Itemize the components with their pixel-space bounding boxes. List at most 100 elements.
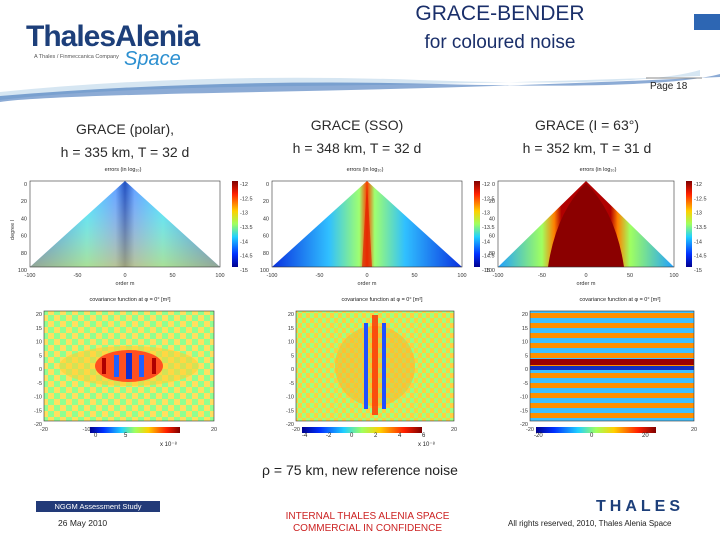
column-2-title-line1: GRACE (SSO) bbox=[310, 117, 404, 133]
error-plot-cbar-tick: -15 bbox=[694, 268, 702, 274]
error-plot-xtick: -100 bbox=[492, 273, 503, 279]
error-plot-cbar-tick: -13.5 bbox=[482, 225, 495, 231]
error-plot-ytick: 0 bbox=[24, 182, 27, 188]
cov-plot-1-colorbar bbox=[90, 427, 180, 433]
error-plot-xtick: -50 bbox=[74, 273, 82, 279]
cov-plot-3-cbar-tick: 0 bbox=[590, 433, 594, 439]
cov-plot-ytick: 10 bbox=[522, 340, 528, 346]
rights-text: All rights reserved, 2010, Thales Alenia… bbox=[508, 519, 672, 528]
study-label: NGGM Assessment Study bbox=[36, 501, 160, 512]
error-plot-cbar-tick: -14 bbox=[694, 239, 702, 245]
error-plot-cbar-tick: -13.5 bbox=[694, 225, 707, 231]
logo-thales-alenia: ThalesAlenia bbox=[26, 20, 200, 53]
error-plot-xtick: 100 bbox=[215, 273, 224, 279]
cov-plot-ytick: 10 bbox=[36, 340, 42, 346]
cov-plot-3-cbar-tick: 20 bbox=[642, 433, 649, 439]
error-plot-cbar-tick: -12 bbox=[240, 182, 248, 188]
cov-plot-ytick: 15 bbox=[522, 326, 528, 332]
column-1-title-line1: GRACE (polar), bbox=[75, 121, 175, 137]
cov-plot-2: covariance function at φ = 0° [m²] bbox=[282, 297, 482, 447]
cov-plot-ytick: -10 bbox=[286, 395, 294, 401]
error-plot-ytick: 0 bbox=[492, 182, 495, 188]
error-plot-xtick: 0 bbox=[584, 273, 587, 279]
cov-plot-ytick: 20 bbox=[522, 312, 528, 318]
page-number: Page 18 bbox=[650, 81, 688, 92]
cov-plot-xtick: -20 bbox=[40, 427, 48, 433]
error-plot-ytick: 20 bbox=[263, 199, 269, 205]
cov-plot-ytick: 10 bbox=[288, 340, 294, 346]
cov-plot-1-cbar-tick: 0 bbox=[94, 433, 98, 439]
cov-plot-ytick: -15 bbox=[286, 408, 294, 414]
error-plot-xtick: -100 bbox=[266, 273, 277, 279]
error-plot-xtick: 50 bbox=[169, 273, 175, 279]
column-1-title-line2: h = 335 km, T = 32 d bbox=[60, 144, 190, 160]
cov-plot-2-cbar-tick: 2 bbox=[374, 433, 378, 439]
cov-plot-ytick: 15 bbox=[288, 326, 294, 332]
error-plot-xtick: 0 bbox=[123, 273, 126, 279]
cov-plot-ytick: -5 bbox=[523, 381, 528, 387]
error-plot-1: errors (in log₁₀) bbox=[8, 167, 248, 279]
thales-logo: THALES bbox=[596, 498, 684, 515]
error-plot-cbar-tick: -14 bbox=[240, 239, 248, 245]
cov-plot-3: covariance function at φ = 0° [m²] bbox=[520, 297, 720, 447]
cov-plot-xtick: 20 bbox=[691, 427, 697, 433]
cov-plot-3-canvas bbox=[529, 310, 695, 433]
error-plot-ytick: 80 bbox=[489, 251, 495, 257]
error-plot-ytick: 60 bbox=[489, 234, 495, 240]
cov-plot-2-title: covariance function at φ = 0° [m²] bbox=[341, 297, 423, 303]
cov-plot-ytick: -10 bbox=[34, 395, 42, 401]
error-plot-3-canvas bbox=[497, 180, 692, 268]
column-3-title: GRACE (I = 63°) h = 352 km, T = 31 d bbox=[492, 114, 682, 160]
error-plot-ytick: 0 bbox=[266, 182, 269, 188]
error-plot-ytick: 100 bbox=[260, 268, 269, 274]
logo-subtitle: A Thales / Finmeccanica Company bbox=[34, 54, 119, 60]
error-plot-cbar-tick: -12.5 bbox=[482, 196, 495, 202]
footer-date: 26 May 2010 bbox=[58, 518, 108, 528]
cov-plot-1-canvas bbox=[43, 310, 215, 433]
cov-plot-2-cbar-tick: 6 bbox=[422, 433, 426, 439]
cov-plot-ytick: 0 bbox=[525, 367, 528, 373]
error-plot-ytick: 100 bbox=[18, 268, 27, 274]
error-plot-xlabel: order m bbox=[358, 281, 377, 287]
error-plot-cbar-tick: -14.5 bbox=[482, 254, 495, 260]
column-1-title: GRACE (polar), h = 335 km, T = 32 d bbox=[30, 118, 220, 164]
error-plot-xtick: -50 bbox=[316, 273, 324, 279]
cov-plot-ytick: 5 bbox=[39, 353, 42, 359]
error-plot-xtick: -50 bbox=[538, 273, 546, 279]
cov-plot-2-colorbar bbox=[302, 427, 422, 433]
error-plot-cbar-tick: -12.5 bbox=[240, 196, 253, 202]
column-2-title: GRACE (SSO) h = 348 km, T = 32 d bbox=[262, 114, 452, 160]
error-plot-2-title: errors (in log₁₀) bbox=[346, 167, 384, 173]
error-plot-ytick: 40 bbox=[263, 216, 269, 222]
cov-plot-2-cbar-exp: x 10⁻⁸ bbox=[418, 442, 436, 448]
error-plot-cbar-tick: -14.5 bbox=[240, 254, 253, 260]
cov-plot-ytick: -20 bbox=[286, 422, 294, 428]
cov-plot-ytick: -5 bbox=[37, 381, 42, 387]
column-3-title-line1: GRACE (I = 63°) bbox=[534, 117, 639, 133]
logo-space: Space bbox=[124, 48, 181, 70]
error-plot-2-colorbar bbox=[474, 181, 480, 267]
cov-plot-2-cbar-tick: 0 bbox=[350, 433, 354, 439]
error-plot-ytick: 60 bbox=[21, 234, 27, 240]
error-plot-3: errors (in log₁₀) bbox=[486, 167, 720, 279]
error-plot-ylabel: degree l bbox=[10, 220, 16, 240]
corner-square bbox=[694, 14, 720, 30]
error-plot-cbar-tick: -14.5 bbox=[694, 254, 707, 260]
cov-plot-ytick: 5 bbox=[291, 353, 294, 359]
cov-plot-1: covariance function at φ = 0° [m²] bbox=[30, 297, 230, 447]
confidential-line2: COMMERCIAL IN CONFIDENCE bbox=[292, 523, 443, 534]
error-plot-cbar-tick: -12 bbox=[694, 182, 702, 188]
cov-plot-2-cbar-tick: -4 bbox=[302, 433, 308, 439]
cov-plot-ytick: 0 bbox=[39, 367, 42, 373]
error-plot-xtick: -100 bbox=[24, 273, 35, 279]
cov-plot-ytick: -10 bbox=[520, 395, 528, 401]
error-plot-ytick: 20 bbox=[489, 199, 495, 205]
error-plot-1-canvas bbox=[29, 180, 238, 268]
cov-plot-ytick: 5 bbox=[525, 353, 528, 359]
error-plot-ytick: 40 bbox=[21, 216, 27, 222]
error-plot-ytick: 100 bbox=[486, 268, 495, 274]
cov-plot-2-cbar-tick: -2 bbox=[326, 433, 332, 439]
cov-plot-3-cbar-tick: -20 bbox=[534, 433, 543, 439]
error-plot-1-colorbar bbox=[232, 181, 238, 267]
